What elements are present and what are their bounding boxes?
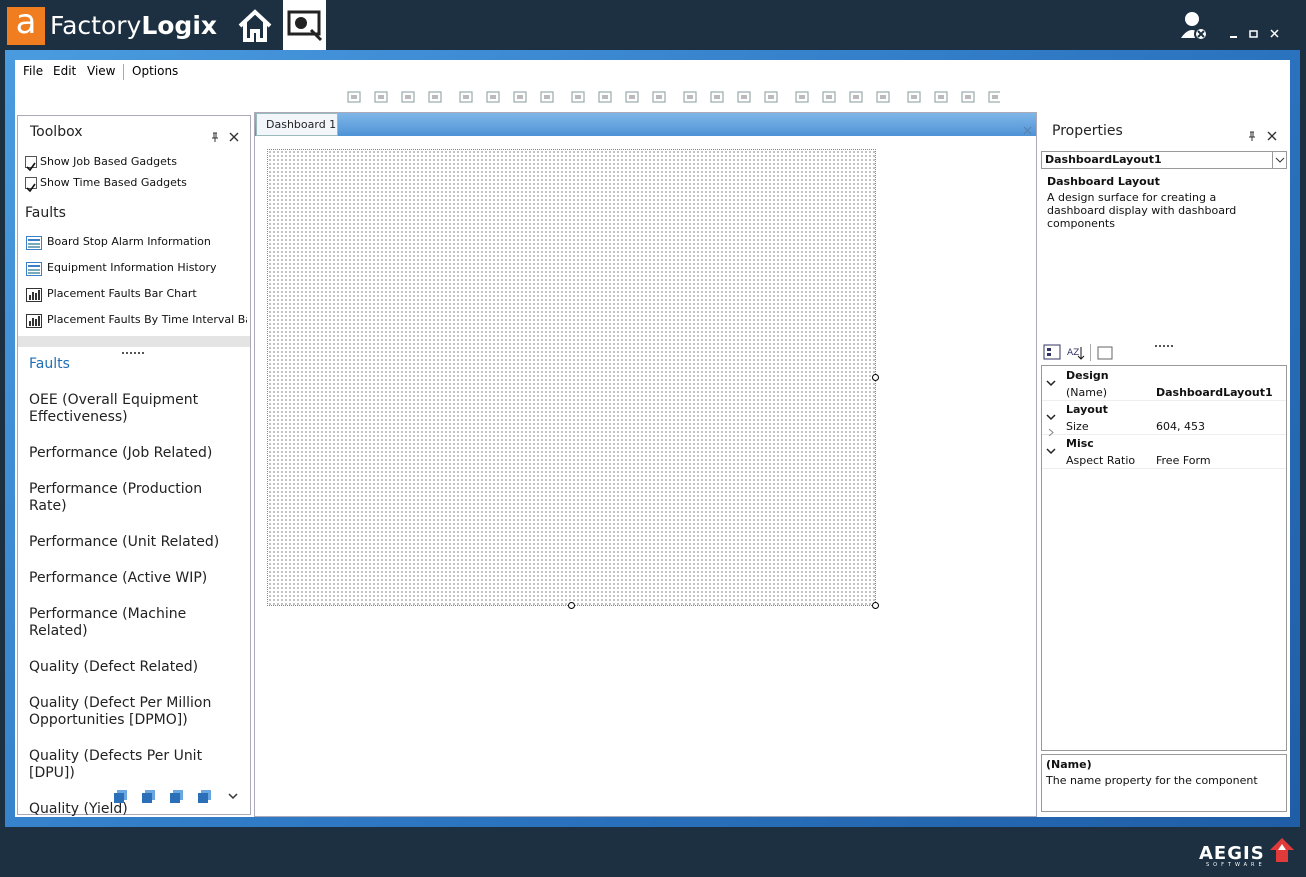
document-area: Dashboard 1 [254,112,1037,817]
logo-letter: a [15,2,37,42]
group-toggle[interactable] [1046,440,1056,455]
design-surface[interactable] [267,149,876,606]
checkbox-label[interactable]: Show Job Based Gadgets [40,155,177,168]
group-toggle[interactable] [1046,406,1056,421]
checkbox-label[interactable]: Show Time Based Gadgets [40,176,187,189]
group-name: Misc [1066,437,1094,450]
gadget-icon [26,235,42,250]
footer-logo [1268,836,1296,864]
view-buttons[interactable] [114,789,244,805]
brand: FactoryLogix [50,10,217,42]
splitter-grip [122,340,146,354]
category-item[interactable]: Performance (Unit Related) [29,534,220,550]
gadget-icon [26,313,42,328]
description-text: A design surface for creating a dashboar… [1047,191,1237,230]
brand-light: Factory [50,11,142,40]
category-item[interactable]: Performance (Active WIP) [29,570,208,586]
pin-button[interactable] [1247,126,1257,141]
group-name: Design [1066,369,1109,382]
footer-sub: SOFTWARE [1206,862,1266,868]
help-box: (Name) The name property for the componen… [1041,754,1287,812]
close-tab-button[interactable] [1023,120,1032,135]
svg-text:AZ: AZ [1067,348,1079,358]
property-row [1042,452,1286,469]
property-row [1042,418,1286,435]
panel-title: Properties [1052,123,1123,139]
menu-item[interactable]: View [87,64,116,78]
tab-strip [255,113,1036,136]
menu-item[interactable]: File [23,64,44,78]
close-button[interactable] [1269,25,1281,38]
splitter [18,336,250,347]
home-button[interactable] [236,8,274,44]
checkbox[interactable] [25,177,37,193]
category-item[interactable]: Quality (Yield) [29,801,128,817]
main-frame: File Edit View Options Toolbox Show Job Based… [5,50,1300,827]
gadget-item[interactable]: Placement Faults By Time Interval Bar... [47,313,247,326]
panel-title: Toolbox [30,124,83,140]
toolbox-panel: Toolbox Show Job Based Gadgets Show Time B… [17,115,251,818]
resize-handle[interactable] [568,602,575,609]
property-name[interactable]: (Name) [1066,386,1108,399]
property-value[interactable]: DashboardLayout1 [1156,386,1273,399]
property-row [1042,384,1286,401]
section-header: Faults [25,205,66,221]
gadget-item[interactable]: Equipment Information History [47,261,217,274]
property-value[interactable]: 604, 453 [1156,420,1205,433]
workspace: File Edit View Options Toolbox Show Job Based… [15,60,1290,817]
brand-bold: Logix [141,11,218,40]
category-item[interactable]: Faults [29,356,70,372]
object-selector[interactable]: DashboardLayout1 [1041,151,1287,169]
gadget-icon [26,287,42,302]
layout-toolbar [340,88,1002,106]
help-text: The name property for the component [1046,774,1258,787]
splitter-grip [1155,333,1175,347]
resize-handle[interactable] [872,602,879,609]
menu-item[interactable]: Options [132,64,179,78]
category-item[interactable]: Quality (Defect Related) [29,659,199,675]
category-item[interactable]: Quality (Defect Per Million Opportunitie… [29,695,212,728]
property-toolbar[interactable]: AZ [1043,343,1123,363]
resize-handle[interactable] [872,374,879,381]
menu-separator [123,64,124,80]
property-grid: Design (Name) DashboardLayout1 Layout Size 60… [1041,365,1287,751]
logo [7,7,45,45]
category-item[interactable]: Quality (Defects Per Unit [DPU]) [29,748,203,781]
minimize-button[interactable] [1228,25,1240,38]
menu-item[interactable]: Edit [53,64,77,78]
property-name[interactable]: Aspect Ratio [1066,454,1136,467]
footer-brand: AEGIS [1199,843,1265,864]
user-logout-button[interactable] [1180,10,1210,42]
help-title: (Name) [1046,758,1092,771]
dropdown-arrow[interactable] [1272,152,1286,168]
close-panel-button[interactable] [229,127,239,142]
dashboard-designer-button[interactable] [283,0,326,50]
property-value[interactable]: Free Form [1156,454,1211,467]
description-title: Dashboard Layout [1047,175,1160,188]
tab[interactable]: Dashboard 1 [256,113,338,136]
checkbox[interactable] [25,156,37,172]
maximize-button[interactable] [1248,25,1260,38]
category-item[interactable]: Performance (Machine Related) [29,606,187,639]
group-toggle[interactable] [1046,372,1056,387]
properties-panel: Properties DashboardLayout1 Dashboard Layo… [1040,115,1288,815]
category-item[interactable]: Performance (Production Rate) [29,481,203,514]
close-panel-button[interactable] [1267,126,1277,141]
category-list: Faults OEE (Overall Equipment Effectivene… [29,356,244,818]
property-name[interactable]: Size [1066,420,1089,433]
gadget-item[interactable]: Board Stop Alarm Information [47,235,211,248]
gadget-icon [26,261,42,276]
group-name: Layout [1066,403,1108,416]
category-item[interactable]: Performance (Job Related) [29,445,213,461]
pin-button[interactable] [210,127,220,142]
expand-toggle[interactable] [1048,422,1054,437]
category-item[interactable]: OEE (Overall Equipment Effectiveness) [29,392,199,425]
object-name: DashboardLayout1 [1045,153,1162,166]
gadget-item[interactable]: Placement Faults Bar Chart [47,287,197,300]
